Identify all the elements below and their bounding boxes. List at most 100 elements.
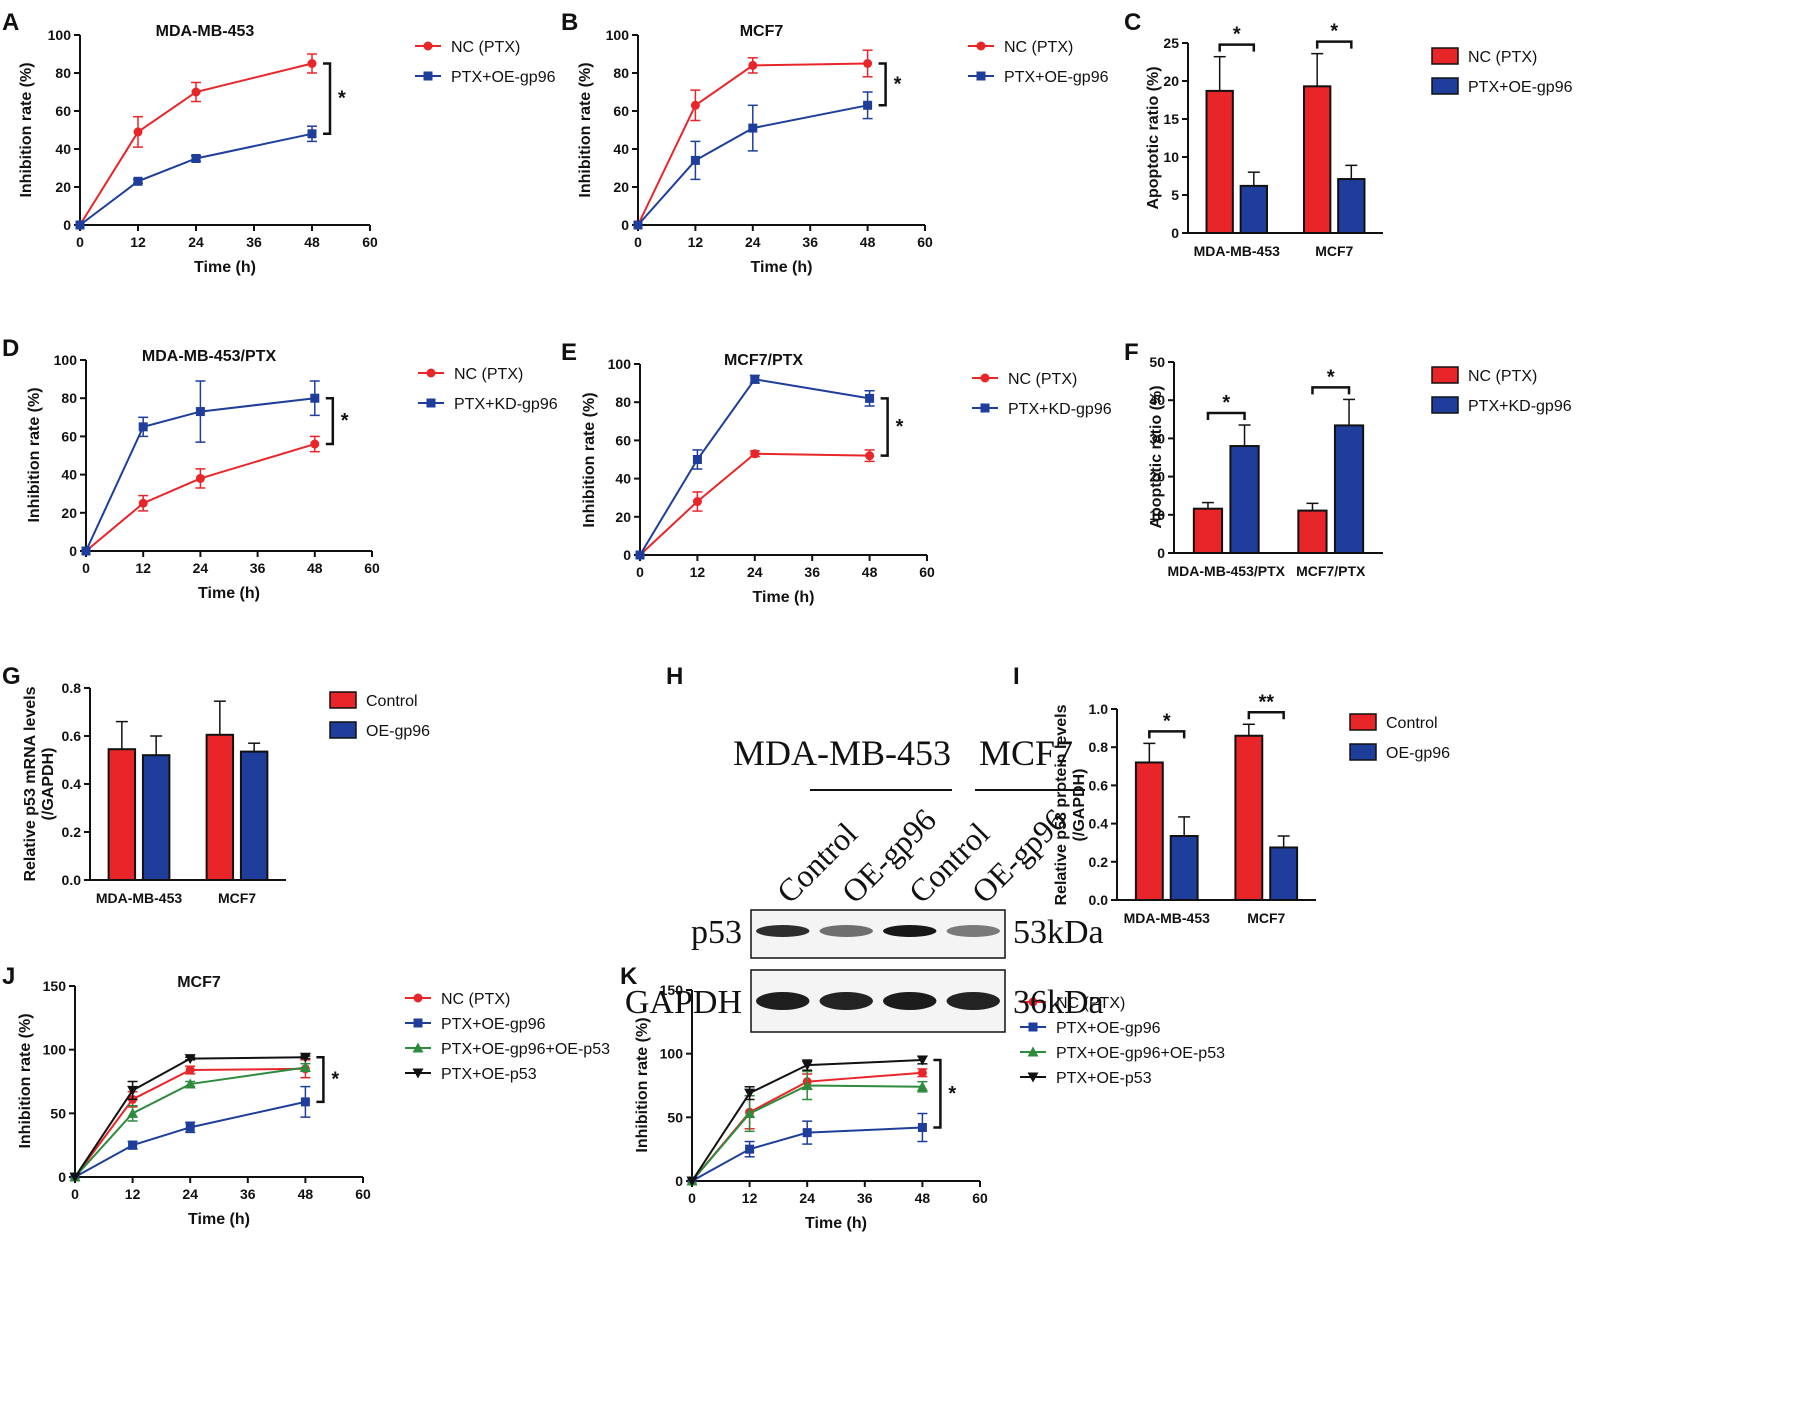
panel-label: D bbox=[2, 335, 19, 362]
y-axis-label: Inhibition rate (%) bbox=[18, 62, 35, 197]
x-tick-label: 60 bbox=[917, 234, 933, 250]
data-point bbox=[865, 393, 875, 403]
data-point bbox=[744, 1088, 756, 1099]
bar bbox=[1192, 507, 1224, 554]
legend-item: PTX+OE-gp96 bbox=[415, 69, 556, 86]
legend-label: Control bbox=[1386, 715, 1438, 732]
x-category-label: MDA-MB-453/PTX bbox=[1168, 563, 1286, 579]
chart-title: MCF7/PTX bbox=[724, 352, 803, 369]
y-tick-label: 40 bbox=[1149, 392, 1165, 408]
y-tick-label: 20 bbox=[1163, 73, 1179, 89]
legend-swatch bbox=[1431, 47, 1459, 65]
legend-swatch bbox=[1431, 366, 1459, 384]
y-tick-label: 0.8 bbox=[62, 680, 82, 696]
x-tick-label: 60 bbox=[355, 1186, 371, 1202]
legend-label: PTX+OE-gp96+OE-p53 bbox=[1056, 1045, 1225, 1062]
blot-band bbox=[819, 925, 873, 937]
y-tick-label: 0.4 bbox=[62, 776, 82, 792]
legend-item: PTX+OE-gp96 bbox=[968, 69, 1109, 86]
series-line bbox=[691, 1126, 923, 1182]
panel-A: A MDA-MB-453 0 20 40 60 80 100 Inhibition rate (… bbox=[2, 9, 556, 276]
legend-item: OE-gp96 bbox=[329, 721, 430, 740]
panel-label: H bbox=[666, 663, 683, 690]
data-point bbox=[138, 422, 148, 432]
significance-bracket bbox=[1206, 411, 1246, 421]
blot-band bbox=[883, 992, 937, 1010]
legend-swatch bbox=[329, 691, 357, 709]
panel-label: K bbox=[620, 963, 638, 990]
x-tick-label: 0 bbox=[634, 234, 642, 250]
y-tick-label: 80 bbox=[61, 390, 77, 406]
data-point bbox=[692, 497, 702, 507]
x-tick-label: 12 bbox=[688, 234, 704, 250]
y-tick-label: 60 bbox=[613, 103, 629, 119]
x-tick-label: 60 bbox=[364, 560, 380, 576]
series-line bbox=[74, 1100, 306, 1178]
blot-band bbox=[946, 992, 1000, 1010]
y-tick-label: 150 bbox=[660, 982, 684, 998]
x-category-label: MCF7 bbox=[218, 890, 256, 906]
data-point bbox=[307, 129, 317, 139]
legend-label: PTX+OE-p53 bbox=[441, 1066, 537, 1083]
data-point bbox=[744, 1108, 756, 1119]
y-tick-label: 0.0 bbox=[1089, 892, 1109, 908]
data-point bbox=[300, 1097, 310, 1107]
panel-label: A bbox=[2, 9, 19, 36]
legend-item: PTX+KD-gp96 bbox=[972, 401, 1112, 418]
legend-label: NC (PTX) bbox=[1004, 39, 1073, 56]
data-point bbox=[81, 546, 91, 556]
y-tick-label: 60 bbox=[61, 428, 77, 444]
legend-item: NC (PTX) bbox=[405, 991, 510, 1008]
blot-band bbox=[756, 925, 810, 937]
bar bbox=[1337, 178, 1366, 234]
bar bbox=[1239, 184, 1268, 235]
marker bbox=[412, 1042, 424, 1053]
panel-label: E bbox=[561, 339, 577, 366]
blot-band bbox=[946, 925, 1000, 937]
series-line bbox=[74, 1056, 306, 1178]
legend-swatch bbox=[1349, 743, 1377, 761]
y-axis-label: Inhibition rate (%) bbox=[17, 1013, 34, 1148]
legend-item: PTX+OE-gp96 bbox=[405, 1016, 546, 1033]
y-axis-label: Apoptotic ratio (%) bbox=[1145, 66, 1162, 209]
y-tick-label: 100 bbox=[48, 27, 72, 43]
y-tick-label: 0 bbox=[63, 217, 71, 233]
blot-band bbox=[756, 992, 810, 1010]
data-point bbox=[69, 1172, 81, 1183]
y-axis-label: Apoptotic ratio (%) bbox=[1148, 385, 1165, 528]
y-tick-label: 100 bbox=[54, 352, 78, 368]
marker bbox=[976, 41, 986, 51]
bar bbox=[1234, 734, 1264, 901]
marker bbox=[980, 373, 990, 383]
x-tick-label: 48 bbox=[862, 564, 878, 580]
legend-item: Control bbox=[329, 691, 418, 710]
bar bbox=[1169, 835, 1199, 902]
significance-marker: * bbox=[1233, 24, 1241, 46]
data-point bbox=[195, 407, 205, 417]
significance-marker: ** bbox=[1258, 691, 1274, 713]
x-tick-label: 24 bbox=[188, 234, 204, 250]
y-axis-label: Inhibition rate (%) bbox=[581, 392, 598, 527]
data-point bbox=[185, 1122, 195, 1132]
y-tick-label: 80 bbox=[55, 65, 71, 81]
x-axis-label: Time (h) bbox=[751, 259, 813, 276]
x-tick-label: 12 bbox=[125, 1186, 141, 1202]
bar bbox=[1333, 424, 1365, 554]
bar bbox=[1269, 846, 1299, 901]
y-tick-label: 40 bbox=[55, 141, 71, 157]
blot-group-label: MDA-MB-453 bbox=[733, 733, 951, 773]
series-line bbox=[74, 1067, 306, 1178]
x-tick-label: 36 bbox=[240, 1186, 256, 1202]
marker bbox=[423, 71, 433, 81]
y-tick-label: 50 bbox=[50, 1105, 66, 1121]
x-category-label: MDA-MB-453 bbox=[1124, 910, 1211, 926]
y-tick-label: 20 bbox=[1149, 469, 1165, 485]
y-axis-label: Inhibition rate (%) bbox=[26, 387, 43, 522]
marker bbox=[976, 71, 986, 81]
y-axis-label: Relative p53 mRNA levels(/GAPDH) bbox=[22, 686, 57, 881]
y-tick-label: 30 bbox=[1149, 430, 1165, 446]
data-point bbox=[185, 1065, 195, 1075]
